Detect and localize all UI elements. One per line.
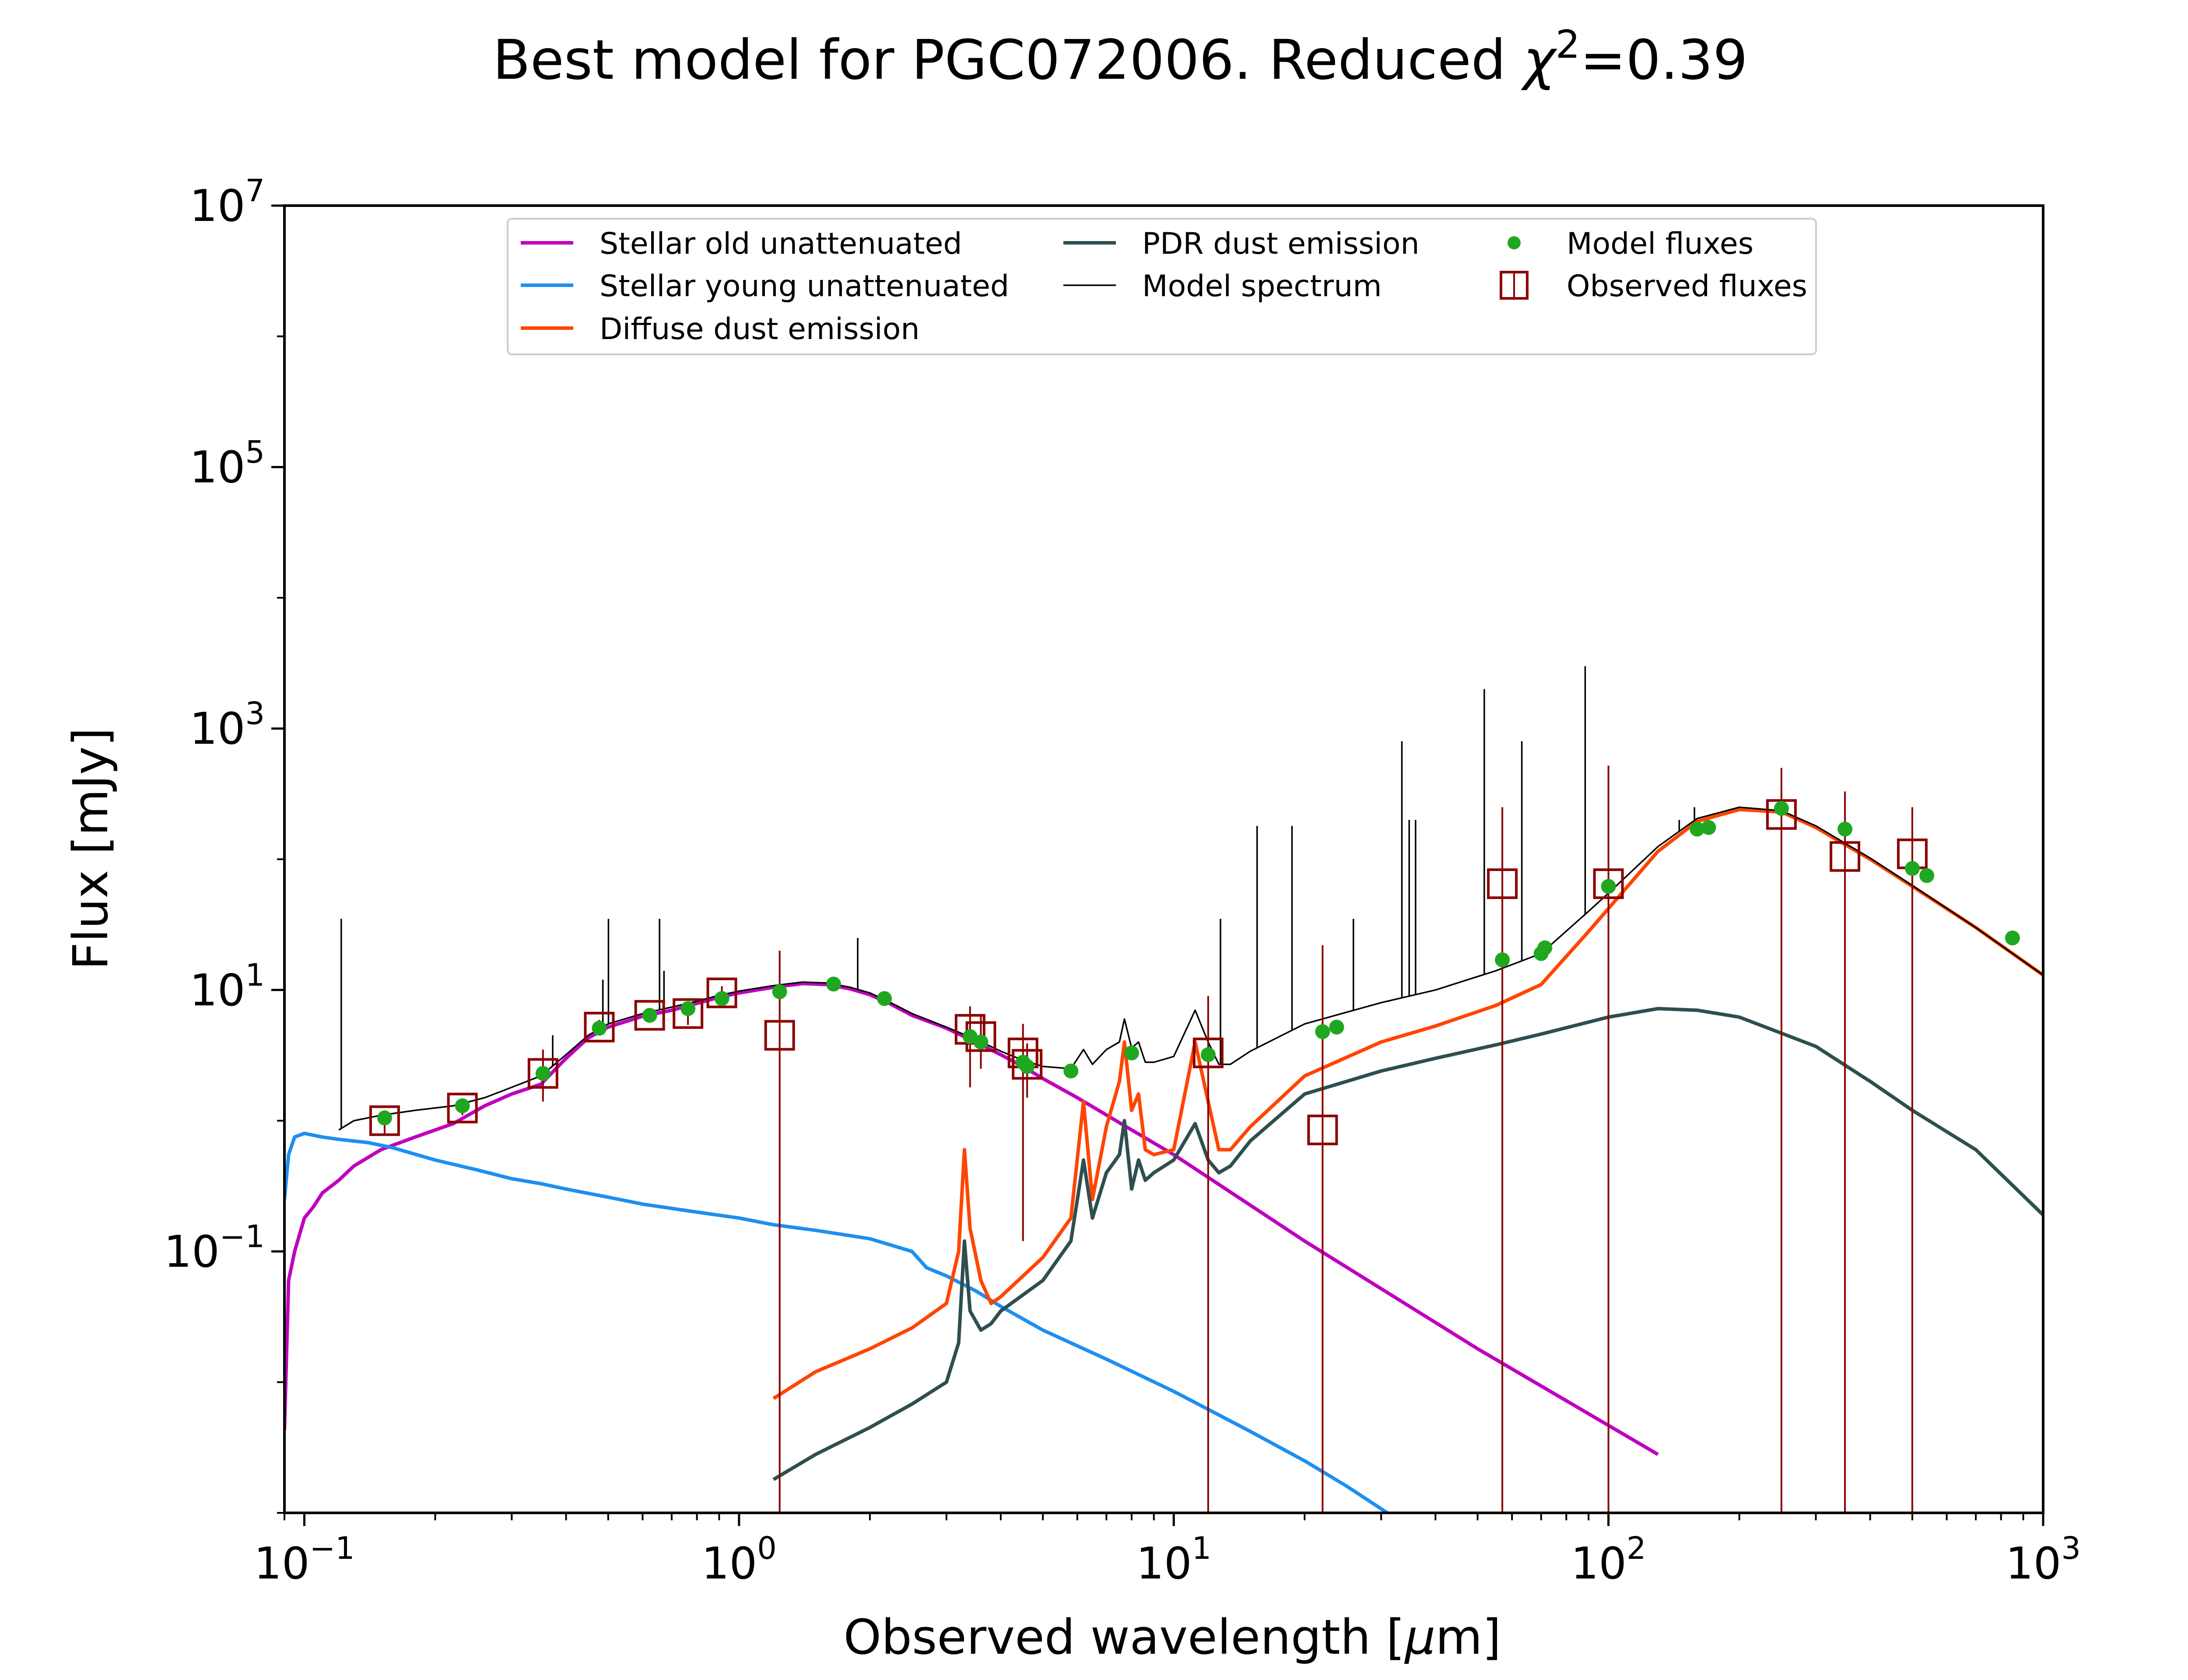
model-flux-point (973, 1034, 989, 1050)
legend-label: Model spectrum (1142, 269, 1382, 304)
series-line-pdr-dust-emission (772, 1007, 2043, 1481)
chart-title-chi-exponent: 2 (1556, 22, 1580, 67)
x-tick-label: 100 (701, 1530, 777, 1589)
observed-flux-marker (764, 1020, 795, 1051)
observed-flux-marker (447, 1092, 478, 1124)
model-flux-point (1124, 1045, 1139, 1060)
legend-label: Model fluxes (1567, 227, 1753, 261)
y-tick-label: 107 (189, 173, 265, 231)
observed-flux-marker (1830, 841, 1861, 872)
model-flux-point (1315, 1024, 1330, 1040)
x-axis-label: Observed wavelength [μm] (844, 1609, 1501, 1665)
observed-flux-marker (1012, 1049, 1043, 1080)
model-flux-point (535, 1066, 551, 1081)
x-tick-label: 10−1 (254, 1530, 354, 1589)
plot-area (284, 666, 2043, 1513)
chart-title: Best model for PGC072006. Reduced χ2=0.3… (493, 22, 1748, 92)
legend-label: PDR dust emission (1142, 227, 1420, 261)
model-flux-point (772, 984, 787, 999)
model-flux-point (1601, 879, 1616, 894)
legend-swatch (1508, 236, 1521, 249)
y-tick-label: 105 (189, 434, 265, 493)
model-flux-point (1329, 1019, 1344, 1035)
observed-flux-marker (634, 1000, 665, 1031)
series-line-stellar-young-unattenuated (284, 1131, 1389, 1513)
model-flux-point (377, 1110, 392, 1126)
model-flux-point (714, 991, 729, 1006)
model-flux-point (1063, 1063, 1079, 1078)
chart-title-value: =0.39 (1580, 28, 1748, 92)
x-tick-label: 101 (1136, 1530, 1211, 1589)
model-flux-point (1701, 820, 1716, 835)
model-flux-point (680, 1001, 696, 1016)
observed-flux-marker (673, 998, 704, 1029)
x-tick-label: 102 (1571, 1530, 1646, 1589)
y-tick-label: 101 (189, 957, 265, 1016)
observed-flux-marker (369, 1105, 400, 1136)
observed-flux-marker (527, 1058, 558, 1089)
model-flux-point (2005, 930, 2020, 945)
legend-label: Stellar young unattenuated (600, 269, 1009, 304)
legend-label: Observed fluxes (1567, 269, 1807, 304)
model-flux-point (826, 976, 841, 992)
model-flux-point (1200, 1047, 1216, 1062)
x-tick-label: 103 (2006, 1530, 2081, 1589)
model-flux-point (1690, 822, 1705, 837)
model-flux-point (642, 1008, 657, 1023)
axis-ticks: 10−1 100 101 102 103 10−1 101 103 105 107 (164, 173, 2081, 1589)
model-flux-point (1774, 801, 1789, 816)
model-flux-point (455, 1098, 470, 1113)
observed-flux-marker (1487, 868, 1518, 899)
model-flux-point (592, 1021, 607, 1036)
observed-flux-marker (1192, 1037, 1224, 1068)
legend: Stellar old unattenuated Stellar young un… (507, 218, 1817, 355)
y-tick-label: 10−1 (164, 1218, 265, 1277)
legend-label: Diffuse dust emission (600, 312, 919, 346)
model-flux-point (1904, 861, 1920, 876)
series-line-model-spectrum (338, 806, 2043, 1131)
model-flux-point (1495, 952, 1510, 967)
model-flux-point (1020, 1059, 1035, 1074)
observed-flux-marker (1766, 799, 1797, 830)
y-axis-label: Flux [mJy] (63, 728, 119, 970)
observed-flux-marker (1593, 868, 1624, 899)
y-tick-label: 103 (189, 696, 265, 754)
chart-title-main: Best model for PGC072006. Reduced (493, 28, 1523, 92)
model-flux-point (877, 991, 892, 1006)
model-flux-point (1537, 940, 1553, 956)
axes-frame (283, 204, 2044, 1514)
legend-label: Stellar old unattenuated (600, 227, 962, 261)
model-flux-point (1837, 822, 1853, 837)
chart-title-chi: χ (1521, 28, 1557, 92)
observed-flux-marker (1307, 1114, 1338, 1145)
series-line-diffuse-dust-emission (772, 808, 2043, 1400)
observed-flux-marker (584, 1012, 615, 1043)
model-flux-point (1919, 868, 1935, 883)
observed-flux-marker (706, 977, 737, 1008)
legend-frame (507, 218, 1817, 355)
